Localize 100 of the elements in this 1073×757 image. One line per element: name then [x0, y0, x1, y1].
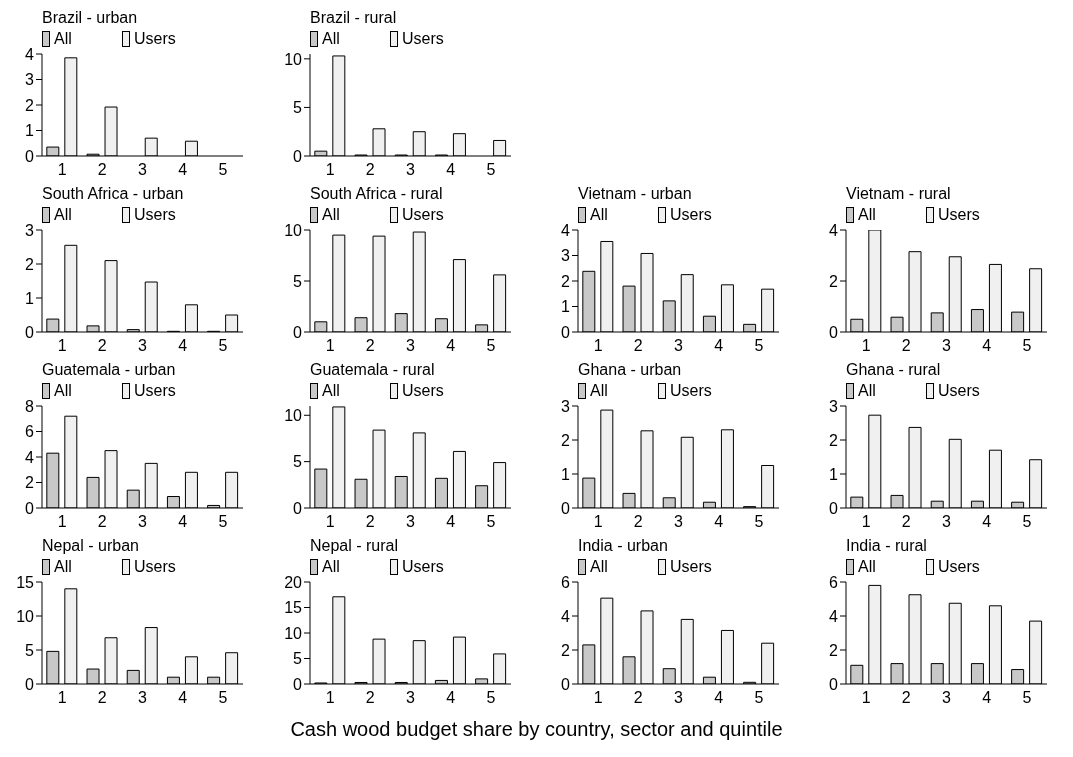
legend-label: All: [590, 206, 608, 224]
y-tick-label: 15: [284, 599, 303, 617]
legend-label: All: [322, 206, 340, 224]
x-tick-label: 5: [1022, 513, 1032, 531]
y-tick-label: 2: [25, 255, 35, 273]
x-tick-label: 2: [901, 337, 911, 355]
x-tick-label: 3: [406, 513, 416, 531]
y-tick-label: 5: [293, 272, 303, 290]
x-tick-label: 3: [942, 337, 952, 355]
chart-title: Ghana - rural: [846, 360, 942, 380]
y-tick-label: 0: [829, 323, 839, 341]
y-tick-label: 1: [561, 298, 571, 316]
y-tick-label: 2: [25, 96, 35, 114]
x-tick-label: 3: [674, 337, 684, 355]
legend-label: Users: [134, 382, 176, 400]
y-tick-label: 10: [284, 221, 303, 239]
x-tick-label: 5: [754, 337, 764, 355]
x-tick-label: 4: [446, 161, 456, 179]
text: Cash wood budget share by country, sector and quintile: [289, 718, 784, 741]
y-tick-label: 0: [561, 675, 571, 693]
chart-title: Ghana - urban: [578, 360, 683, 380]
x-tick-label: 3: [942, 513, 952, 531]
x-tick-label: 1: [57, 689, 67, 707]
y-tick-label: 0: [25, 675, 35, 693]
x-tick-label: 4: [178, 689, 188, 707]
x-tick-label: 2: [365, 689, 375, 707]
x-tick-label: 1: [57, 161, 67, 179]
legend-label: All: [858, 206, 876, 224]
x-tick-label: 1: [593, 513, 603, 531]
x-tick-label: 2: [97, 689, 107, 707]
legend-label: All: [54, 30, 72, 48]
legend-label: Users: [402, 30, 444, 48]
x-tick-label: 4: [714, 513, 724, 531]
y-tick-label: 0: [25, 499, 35, 517]
y-tick-label: 2: [829, 641, 839, 659]
legend-label: All: [322, 30, 340, 48]
legend-label: All: [54, 382, 72, 400]
chart-title: Vietnam - urban: [578, 184, 693, 204]
y-tick-label: 1: [25, 122, 35, 140]
y-tick-label: 0: [829, 675, 839, 693]
legend-label: Users: [938, 206, 980, 224]
legend-label: Users: [134, 206, 176, 224]
x-tick-label: 4: [982, 689, 992, 707]
x-tick-label: 1: [57, 513, 67, 531]
legend-label: Users: [134, 558, 176, 576]
y-tick-label: 0: [25, 147, 35, 165]
x-tick-label: 2: [97, 161, 107, 179]
x-tick-label: 1: [593, 337, 603, 355]
x-tick-label: 4: [714, 689, 724, 707]
x-tick-label: 1: [861, 337, 871, 355]
x-tick-label: 3: [138, 513, 148, 531]
x-tick-label: 5: [754, 689, 764, 707]
y-tick-label: 0: [293, 675, 303, 693]
x-tick-label: 3: [674, 689, 684, 707]
x-tick-label: 4: [178, 513, 188, 531]
x-tick-label: 5: [218, 513, 228, 531]
y-tick-label: 10: [284, 406, 303, 424]
y-tick-label: 5: [25, 641, 35, 659]
x-tick-label: 4: [446, 689, 456, 707]
y-tick-label: 15: [16, 573, 35, 591]
y-tick-label: 4: [25, 45, 35, 63]
legend-label: All: [322, 558, 340, 576]
legend-label: Users: [670, 558, 712, 576]
y-tick-label: 10: [284, 50, 303, 68]
x-tick-label: 5: [1022, 689, 1032, 707]
legend-label: Users: [670, 382, 712, 400]
y-tick-label: 10: [284, 624, 303, 642]
x-tick-label: 3: [138, 337, 148, 355]
legend-label: Users: [402, 206, 444, 224]
x-tick-label: 4: [982, 337, 992, 355]
x-tick-label: 3: [942, 689, 952, 707]
y-tick-label: 1: [25, 289, 35, 307]
x-tick-label: 5: [486, 161, 496, 179]
x-tick-label: 5: [218, 161, 228, 179]
legend-label: Users: [938, 558, 980, 576]
x-tick-label: 2: [365, 161, 375, 179]
x-tick-label: 2: [97, 513, 107, 531]
x-tick-label: 3: [406, 161, 416, 179]
legend-label: All: [54, 206, 72, 224]
y-tick-label: 3: [25, 221, 35, 239]
y-tick-label: 3: [829, 397, 839, 415]
x-tick-label: 2: [901, 689, 911, 707]
legend-label: All: [54, 558, 72, 576]
x-tick-label: 1: [861, 513, 871, 531]
y-tick-label: 2: [829, 431, 839, 449]
y-tick-label: 2: [561, 272, 571, 290]
y-tick-label: 6: [561, 573, 571, 591]
y-tick-label: 0: [561, 323, 571, 341]
y-tick-label: 0: [25, 323, 35, 341]
legend-label: Users: [402, 382, 444, 400]
y-tick-label: 0: [293, 499, 303, 517]
x-tick-label: 1: [593, 689, 603, 707]
x-tick-label: 3: [138, 161, 148, 179]
x-tick-label: 5: [1022, 337, 1032, 355]
legend-label: Users: [938, 382, 980, 400]
x-tick-label: 2: [633, 337, 643, 355]
y-tick-label: 4: [25, 448, 35, 466]
x-tick-label: 1: [325, 161, 335, 179]
x-tick-label: 5: [218, 689, 228, 707]
y-tick-label: 5: [293, 650, 303, 668]
